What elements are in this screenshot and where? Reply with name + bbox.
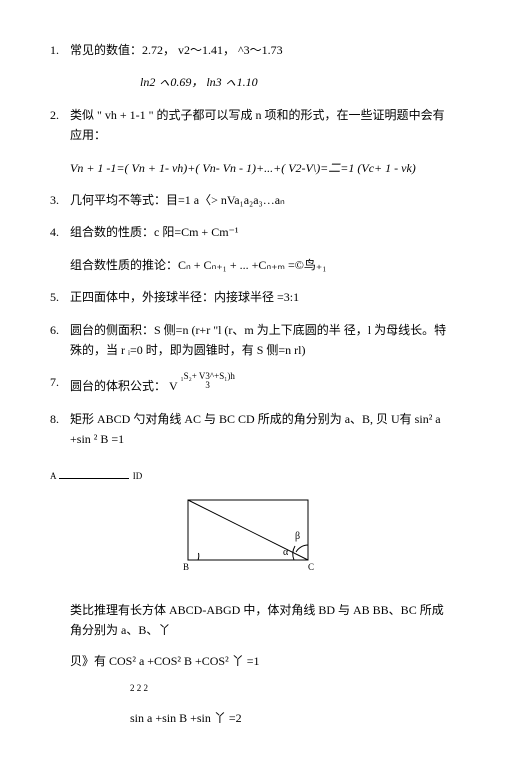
item-text: 常见的数值：2.72， v2～1.41， ^3～1.73 [70,40,455,60]
item-text: 矩形 ABCD 勺对角线 AC 与 BC CD 所成的角分别为 a、B, 贝 U… [70,409,455,450]
frac-bottom: 3 [205,380,210,390]
list-item-7: 7. 圆台的体积公式： V ₁S₂+ V3^+S₁)h 3 [50,372,455,396]
exponent-row: 2 2 2 [130,681,455,696]
item-1-sub: ln2 ㇸ0.69， ln3 ㇸ1.10 [140,72,455,92]
hidden-a: A [50,471,57,481]
item-number: 3. [50,190,70,210]
item-2-formula: Vn + 1 -1=( Vn + 1- vh)+( Vn- Vn - 1)+..… [70,158,455,178]
item-7-prefix: 圆台的体积公式： V [70,379,177,393]
paragraph-analogy: 类比推理有长方体 ABCD-ABGD 中，体对角线 BD 与 AB BB、BC … [70,600,455,641]
item-7-frac: ₁S₂+ V3^+S₁)h 3 [180,372,234,390]
item-text: 正四面体中，外接球半径：内接球半径 =3:1 [70,287,455,307]
item-text: 类似 " vh + 1-1 " 的式子都可以写成 n 项和的形式，在一些证明题中… [70,105,455,146]
item-number: 6. [50,320,70,361]
label-beta: β [295,531,300,542]
item-number: 7. [50,372,70,396]
item-text: 几何平均不等式：目=1 a〈> nVa₁a₂a₃…aₙ [70,190,455,210]
label-alpha: α [283,547,289,558]
label-c: C [308,562,314,572]
list-item-5: 5. 正四面体中，外接球半径：内接球半径 =3:1 [50,287,455,307]
paragraph-result1: 贝》有 COS² a +COS² B +COS² 丫 =1 [70,651,455,671]
list-item-6: 6. 圆台的侧面积：S 侧=n (r+r "l (r、m 为上下底圆的半 径，l… [50,320,455,361]
item-number: 8. [50,409,70,450]
list-item-4: 4. 组合数的性质：c 阳=Cm + Cm⁻¹ [50,222,455,242]
item-4-sub: 组合数性质的推论：Cₙ + Cₙ₊₁ + ... +Cₙ₊ₘ =©鸟₊₁ [70,255,455,275]
paragraph-result2: sin a +sin B +sin 丫 =2 [130,708,455,728]
rectangle-svg: B C α β [178,495,328,575]
list-item-1: 1. 常见的数值：2.72， v2～1.41， ^3～1.73 [50,40,455,60]
list-item-3: 3. 几何平均不等式：目=1 a〈> nVa₁a₂a₃…aₙ [50,190,455,210]
rectangle-figure: B C α β [50,495,455,575]
label-b: B [183,562,189,572]
list-item-8: 8. 矩形 ABCD 勺对角线 AC 与 BC CD 所成的角分别为 a、B, … [50,409,455,450]
hidden-b: ID [133,471,143,481]
item-text: 组合数的性质：c 阳=Cm + Cm⁻¹ [70,222,455,242]
item-number: 5. [50,287,70,307]
item-number: 2. [50,105,70,146]
item-number: 1. [50,40,70,60]
list-item-2: 2. 类似 " vh + 1-1 " 的式子都可以写成 n 项和的形式，在一些证… [50,105,455,146]
hidden-line: A ID [50,469,455,484]
item-text: 圆台的侧面积：S 侧=n (r+r "l (r、m 为上下底圆的半 径，l 为母… [70,320,455,361]
item-number: 4. [50,222,70,242]
item-text: 圆台的体积公式： V ₁S₂+ V3^+S₁)h 3 [70,372,455,396]
